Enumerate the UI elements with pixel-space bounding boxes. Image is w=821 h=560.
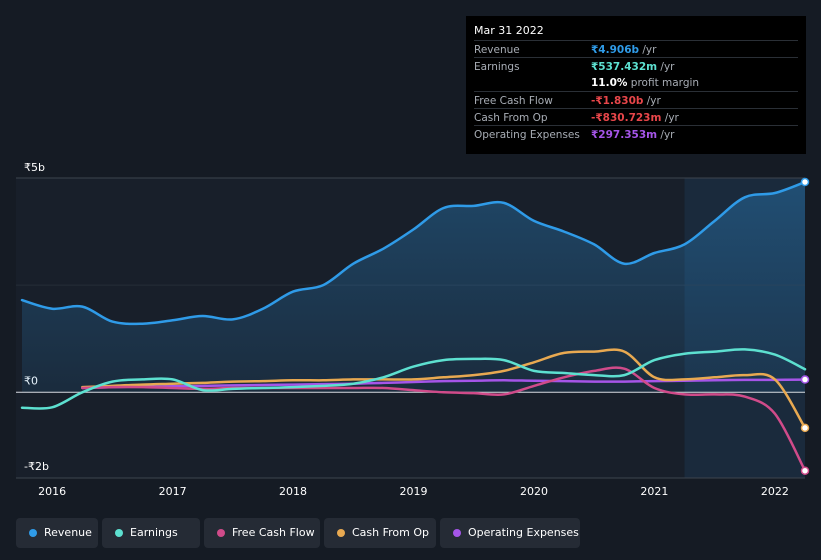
legend-dot-icon xyxy=(453,529,461,537)
x-tick-label: 2020 xyxy=(520,485,548,498)
series-line-revenue xyxy=(20,180,807,326)
legend-dot-icon xyxy=(29,529,37,537)
tooltip-row-margin: 11.0% profit margin xyxy=(474,74,798,91)
tooltip-label: Earnings xyxy=(474,61,520,73)
legend-label: Cash From Op xyxy=(352,526,430,539)
series-line-earnings xyxy=(20,348,807,410)
tooltip-label: Free Cash Flow xyxy=(474,95,553,107)
tooltip-row-earnings: Earnings ₹537.432m /yr xyxy=(474,57,798,75)
x-tick-label: 2016 xyxy=(38,485,66,498)
series-end-marker-revenue xyxy=(800,177,810,187)
x-tick-label: 2018 xyxy=(279,485,307,498)
tooltip-date: Mar 31 2022 xyxy=(474,24,544,37)
series-line-operating-expenses xyxy=(81,378,807,390)
tooltip: Mar 31 2022 Revenue ₹4.906b /yr Earnings… xyxy=(466,16,806,154)
legend-item-revenue[interactable]: Revenue xyxy=(16,518,98,548)
x-tick-label: 2021 xyxy=(640,485,668,498)
tooltip-value: 11.0% profit margin xyxy=(591,77,700,89)
y-tick-label: ₹5b xyxy=(24,161,45,174)
legend-dot-icon xyxy=(115,529,123,537)
y-tick-label: -₹2b xyxy=(24,460,49,473)
tooltip-value: ₹297.353m /yr xyxy=(591,129,675,141)
tooltip-row-operating-expenses: Operating Expenses ₹297.353m /yr xyxy=(474,125,798,143)
series-end-marker-cash-from-op xyxy=(800,423,810,433)
series-end-marker-free-cash-flow xyxy=(800,466,810,475)
series-area-revenue xyxy=(22,182,805,393)
tooltip-label: Cash From Op xyxy=(474,112,548,124)
legend-dot-icon xyxy=(217,529,225,537)
tooltip-row-free-cash-flow: Free Cash Flow -₹1.830b /yr xyxy=(474,91,798,109)
tooltip-label: Revenue xyxy=(474,44,520,56)
series-end-marker-operating-expenses xyxy=(800,375,810,384)
legend-item-operating-expenses[interactable]: Operating Expenses xyxy=(440,518,580,548)
tooltip-value: ₹537.432m /yr xyxy=(591,61,675,73)
x-tick-label: 2017 xyxy=(159,485,187,498)
tooltip-row-revenue: Revenue ₹4.906b /yr xyxy=(474,40,798,58)
tooltip-value: -₹830.723m /yr xyxy=(591,112,679,124)
tooltip-value: -₹1.830b /yr xyxy=(591,95,661,107)
legend-item-cash-from-op[interactable]: Cash From Op xyxy=(324,518,436,548)
legend-item-earnings[interactable]: Earnings xyxy=(102,518,200,548)
series-line-cash-from-op xyxy=(81,348,807,430)
legend-dot-icon xyxy=(337,529,345,537)
legend-label: Revenue xyxy=(44,526,92,539)
tooltip-row-cash-from-op: Cash From Op -₹830.723m /yr xyxy=(474,108,798,126)
tooltip-label: Operating Expenses xyxy=(474,129,580,141)
x-tick-label: 2022 xyxy=(761,485,789,498)
x-tick-label: 2019 xyxy=(400,485,428,498)
legend-item-free-cash-flow[interactable]: Free Cash Flow xyxy=(204,518,320,548)
legend-label: Earnings xyxy=(130,526,178,539)
legend-label: Operating Expenses xyxy=(468,526,579,539)
legend-label: Free Cash Flow xyxy=(232,526,315,539)
tooltip-value: ₹4.906b /yr xyxy=(591,44,657,56)
